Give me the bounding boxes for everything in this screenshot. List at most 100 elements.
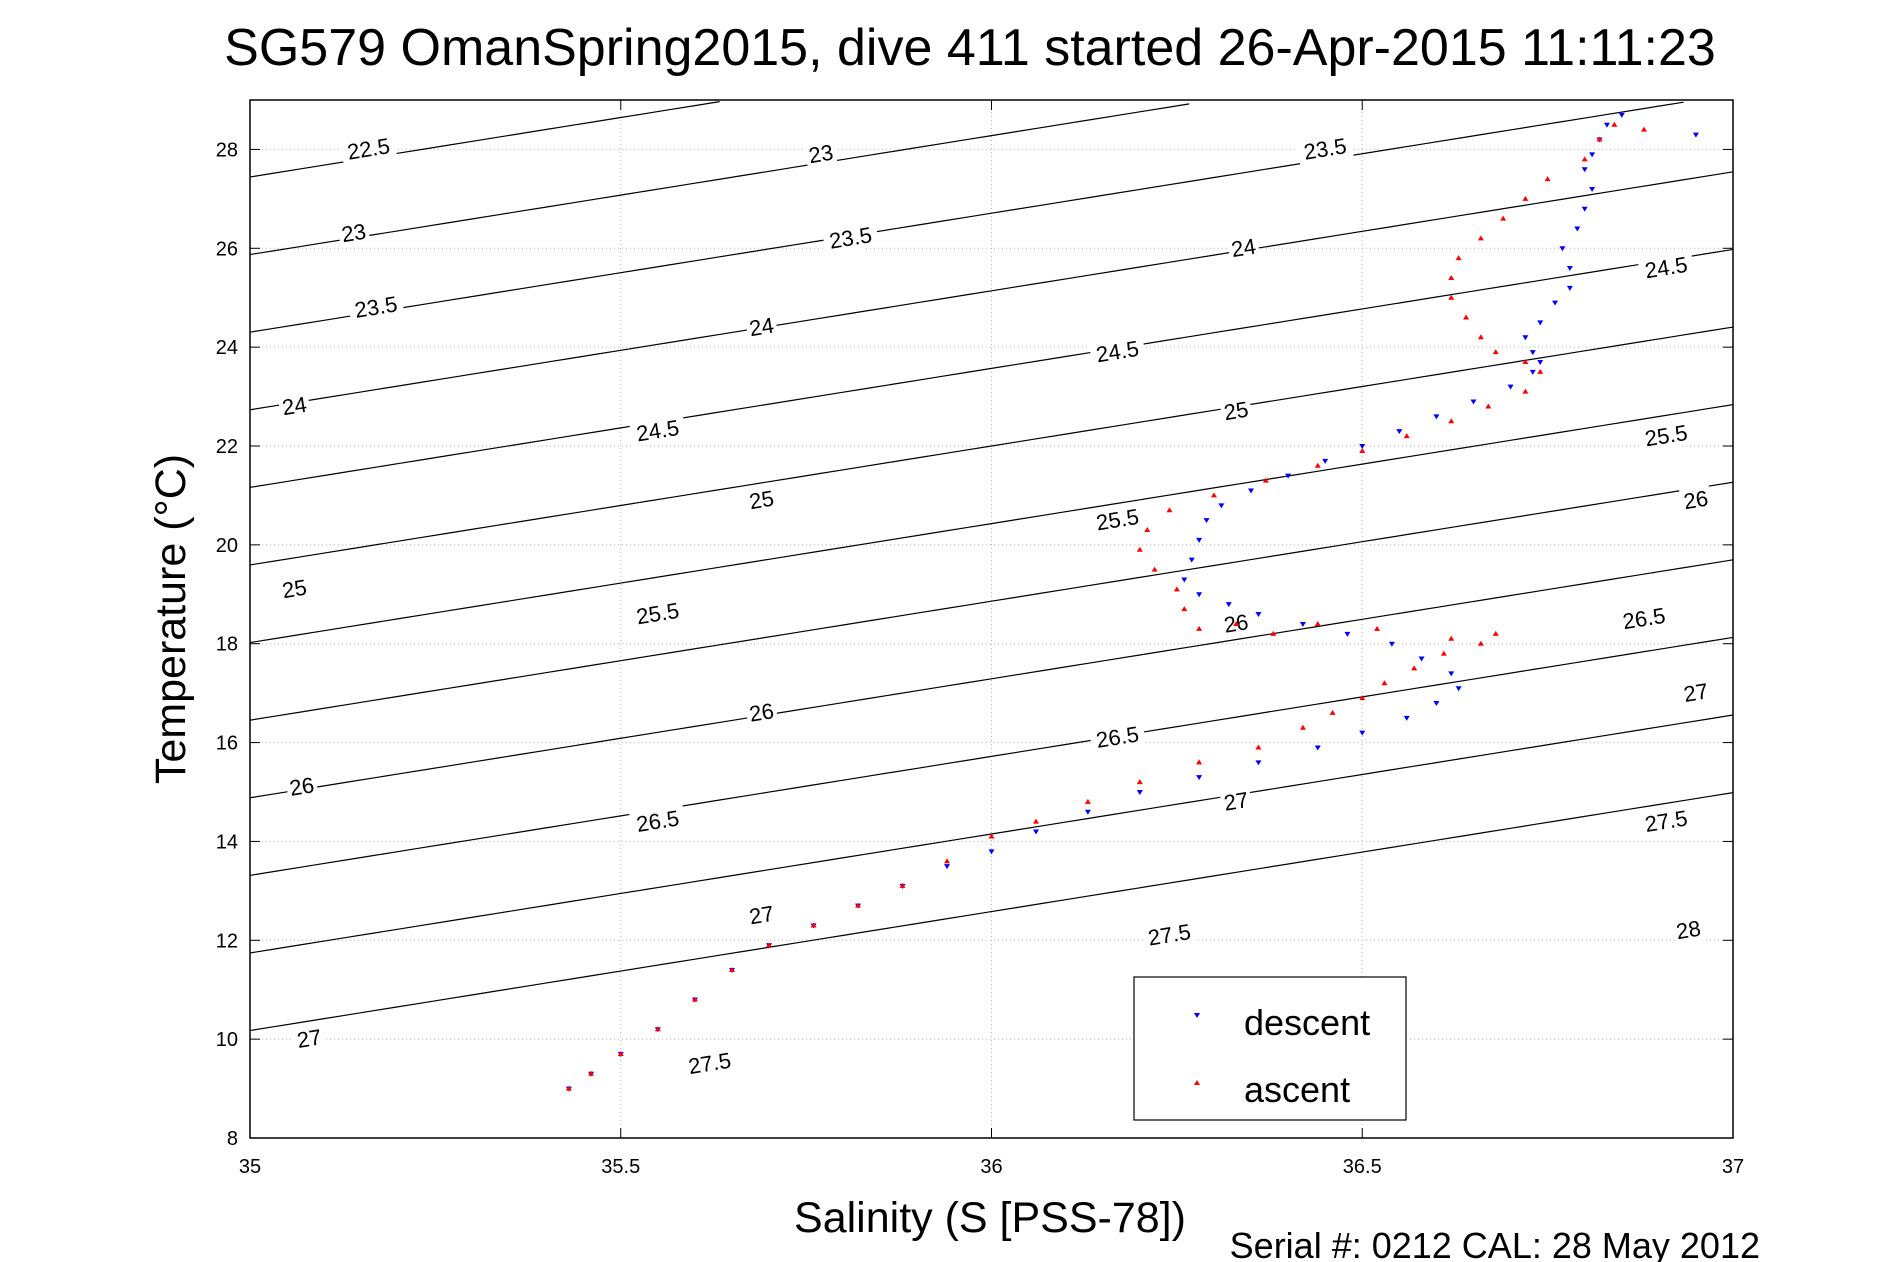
descent-point-15 xyxy=(1196,775,1203,781)
density-contour-2 xyxy=(249,101,1684,333)
contour-label-1: 23 xyxy=(340,219,368,248)
contour-label-group-4: 25 xyxy=(277,573,312,604)
descent-point-36 xyxy=(1285,473,1292,479)
contour-label-23: 26.5 xyxy=(1094,721,1140,752)
contour-label-group-12: 25.5 xyxy=(628,595,687,631)
contour-label-bg-28 xyxy=(1678,484,1713,515)
ascent-point-8 xyxy=(855,902,862,908)
contour-label-4: 25 xyxy=(280,575,308,604)
descent-point-22 xyxy=(1448,671,1455,677)
density-contour-labels: 22.5 23 23.5 24 25 26 27 23 23.5 24 24.5 25 25.5 26 26… xyxy=(277,131,1713,1080)
ascent-point-12 xyxy=(1032,818,1039,824)
legend-marker-ascent xyxy=(1194,1080,1200,1085)
ascent-point-32 xyxy=(1173,586,1180,592)
ascent-point-18 xyxy=(1329,709,1336,715)
contour-label-25: 27.5 xyxy=(1146,919,1192,950)
grid-lines xyxy=(249,100,1734,1139)
descent-point-17 xyxy=(1314,745,1321,751)
ascent-point-25 xyxy=(1448,635,1455,641)
contour-label-group-21: 25.5 xyxy=(1088,502,1147,537)
y-tick-label-7: 22 xyxy=(216,436,238,458)
ascent-point-43 xyxy=(1485,403,1492,409)
x-tick-label-2: 36 xyxy=(980,1156,1002,1178)
contour-label-18: 24 xyxy=(1229,234,1257,263)
descent-point-48 xyxy=(1552,300,1559,306)
contour-label-bg-7 xyxy=(803,138,838,169)
ascent-point-24 xyxy=(1492,630,1499,636)
contour-label-group-28: 26 xyxy=(1678,484,1713,515)
contour-label-15: 27 xyxy=(747,901,775,930)
ascent-point-22 xyxy=(1440,650,1447,656)
ascent-point-13 xyxy=(1084,798,1091,804)
y-tick-label-3: 14 xyxy=(216,831,238,853)
contour-label-group-7: 23 xyxy=(803,138,838,169)
contour-label-20: 25 xyxy=(1222,397,1250,426)
ascent-point-35 xyxy=(1144,527,1151,533)
contour-label-bg-8 xyxy=(821,220,880,255)
contour-label-11: 25 xyxy=(747,486,775,515)
contour-label-bg-18 xyxy=(1226,232,1261,263)
contour-label-30: 27 xyxy=(1682,678,1710,707)
descent-point-55 xyxy=(1581,167,1588,173)
contour-label-group-8: 23.5 xyxy=(821,220,880,255)
density-contour-7 xyxy=(249,481,1734,721)
contour-label-bg-32 xyxy=(1671,914,1706,945)
descent-point-60 xyxy=(1692,132,1699,138)
descent-point-41 xyxy=(1470,399,1477,405)
contour-label-group-27: 25.5 xyxy=(1637,418,1695,453)
contour-label-27: 25.5 xyxy=(1643,420,1689,451)
contour-label-group-20: 25 xyxy=(1219,395,1253,426)
ascent-point-17 xyxy=(1299,724,1306,730)
descent-point-51 xyxy=(1559,246,1566,252)
descent-point-31 xyxy=(1188,557,1195,563)
series-descent xyxy=(565,112,1699,1092)
contour-label-bg-21 xyxy=(1088,502,1147,537)
descent-point-46 xyxy=(1522,335,1529,341)
descent-point-59 xyxy=(1618,112,1625,118)
contour-label-31: 27.5 xyxy=(1643,805,1689,836)
contour-label-bg-29 xyxy=(1615,600,1673,636)
contour-label-bg-16 xyxy=(680,1045,739,1080)
descent-point-37 xyxy=(1322,458,1329,464)
contour-label-6: 27 xyxy=(295,1024,323,1053)
contour-label-bg-31 xyxy=(1637,803,1695,838)
ascent-point-57 xyxy=(1581,156,1588,162)
contour-label-group-2: 23.5 xyxy=(347,289,405,324)
contour-label-bg-4 xyxy=(277,573,312,604)
descent-point-10 xyxy=(944,864,951,870)
contour-label-bg-12 xyxy=(628,595,687,631)
descent-point-30 xyxy=(1181,577,1188,583)
ascent-point-21 xyxy=(1411,665,1418,671)
density-contour-11 xyxy=(249,792,1734,1032)
legend: descent ascent xyxy=(1133,976,1407,1121)
ascent-point-27 xyxy=(1314,620,1321,626)
descent-point-25 xyxy=(1344,631,1351,637)
contour-label-2: 23.5 xyxy=(353,291,399,322)
ascent-point-49 xyxy=(1463,314,1470,320)
contour-label-group-11: 25 xyxy=(744,484,779,515)
descent-point-44 xyxy=(1537,359,1544,365)
ascent-point-41 xyxy=(1403,433,1410,439)
contour-label-bg-30 xyxy=(1678,676,1713,708)
contour-label-bg-14 xyxy=(628,803,687,838)
series-ascent xyxy=(565,121,1648,1091)
ascent-point-55 xyxy=(1522,195,1529,201)
y-tick-label-6: 20 xyxy=(216,535,238,557)
ascent-point-33 xyxy=(1151,566,1158,572)
ascent-point-30 xyxy=(1196,625,1203,631)
y-tick-label-5: 18 xyxy=(216,634,238,656)
ascent-point-5 xyxy=(728,966,735,972)
descent-point-54 xyxy=(1589,186,1596,192)
descent-point-13 xyxy=(1084,809,1091,815)
y-tick-label-10: 28 xyxy=(216,139,238,161)
ascent-point-50 xyxy=(1448,294,1455,300)
contour-label-10: 24.5 xyxy=(635,415,681,446)
contour-label-group-5: 26 xyxy=(284,770,319,802)
contour-label-9: 24 xyxy=(747,313,775,342)
contour-label-14: 26.5 xyxy=(635,805,681,836)
descent-point-58 xyxy=(1603,122,1610,128)
ascent-point-20 xyxy=(1381,680,1388,686)
legend-label-descent: descent xyxy=(1244,1002,1370,1043)
ascent-point-6 xyxy=(766,942,773,948)
density-contour-8 xyxy=(249,559,1734,799)
